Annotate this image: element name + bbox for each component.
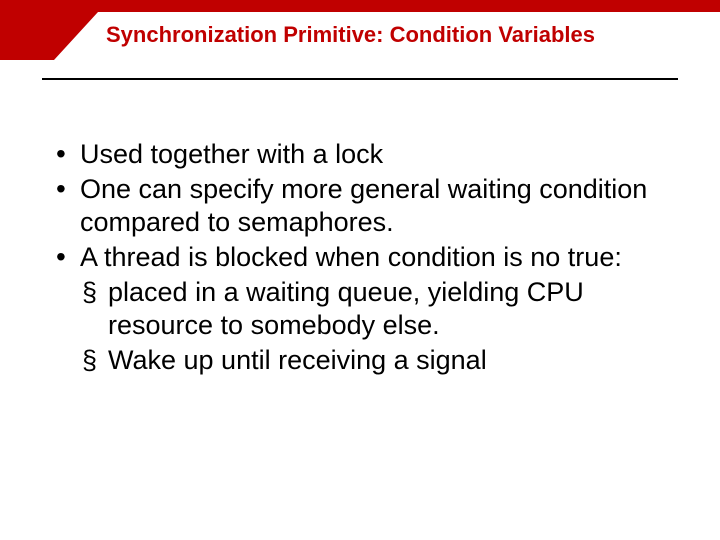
sub-bullet-list: placed in a waiting queue, yielding CPU … [80,276,668,377]
title-divider [42,78,678,80]
list-item: One can specify more general waiting con… [52,173,668,239]
list-item-text: Used together with a lock [80,139,383,169]
list-item: A thread is blocked when condition is no… [52,241,668,377]
header-banner: Synchronization Primitive: Condition Var… [0,0,720,70]
slide-content: Used together with a lock One can specif… [52,138,668,379]
list-item: Used together with a lock [52,138,668,171]
header-bar-top [0,0,720,12]
list-item-text: One can specify more general waiting con… [80,174,647,237]
sub-list-item-text: Wake up until receiving a signal [108,345,487,375]
slide-title: Synchronization Primitive: Condition Var… [106,22,595,48]
header-bar-side [0,0,54,60]
list-item-text: A thread is blocked when condition is no… [80,242,622,272]
sub-list-item: Wake up until receiving a signal [80,344,668,377]
header-triangle [54,12,98,60]
sub-list-item: placed in a waiting queue, yielding CPU … [80,276,668,342]
bullet-list: Used together with a lock One can specif… [52,138,668,377]
sub-list-item-text: placed in a waiting queue, yielding CPU … [108,277,584,340]
